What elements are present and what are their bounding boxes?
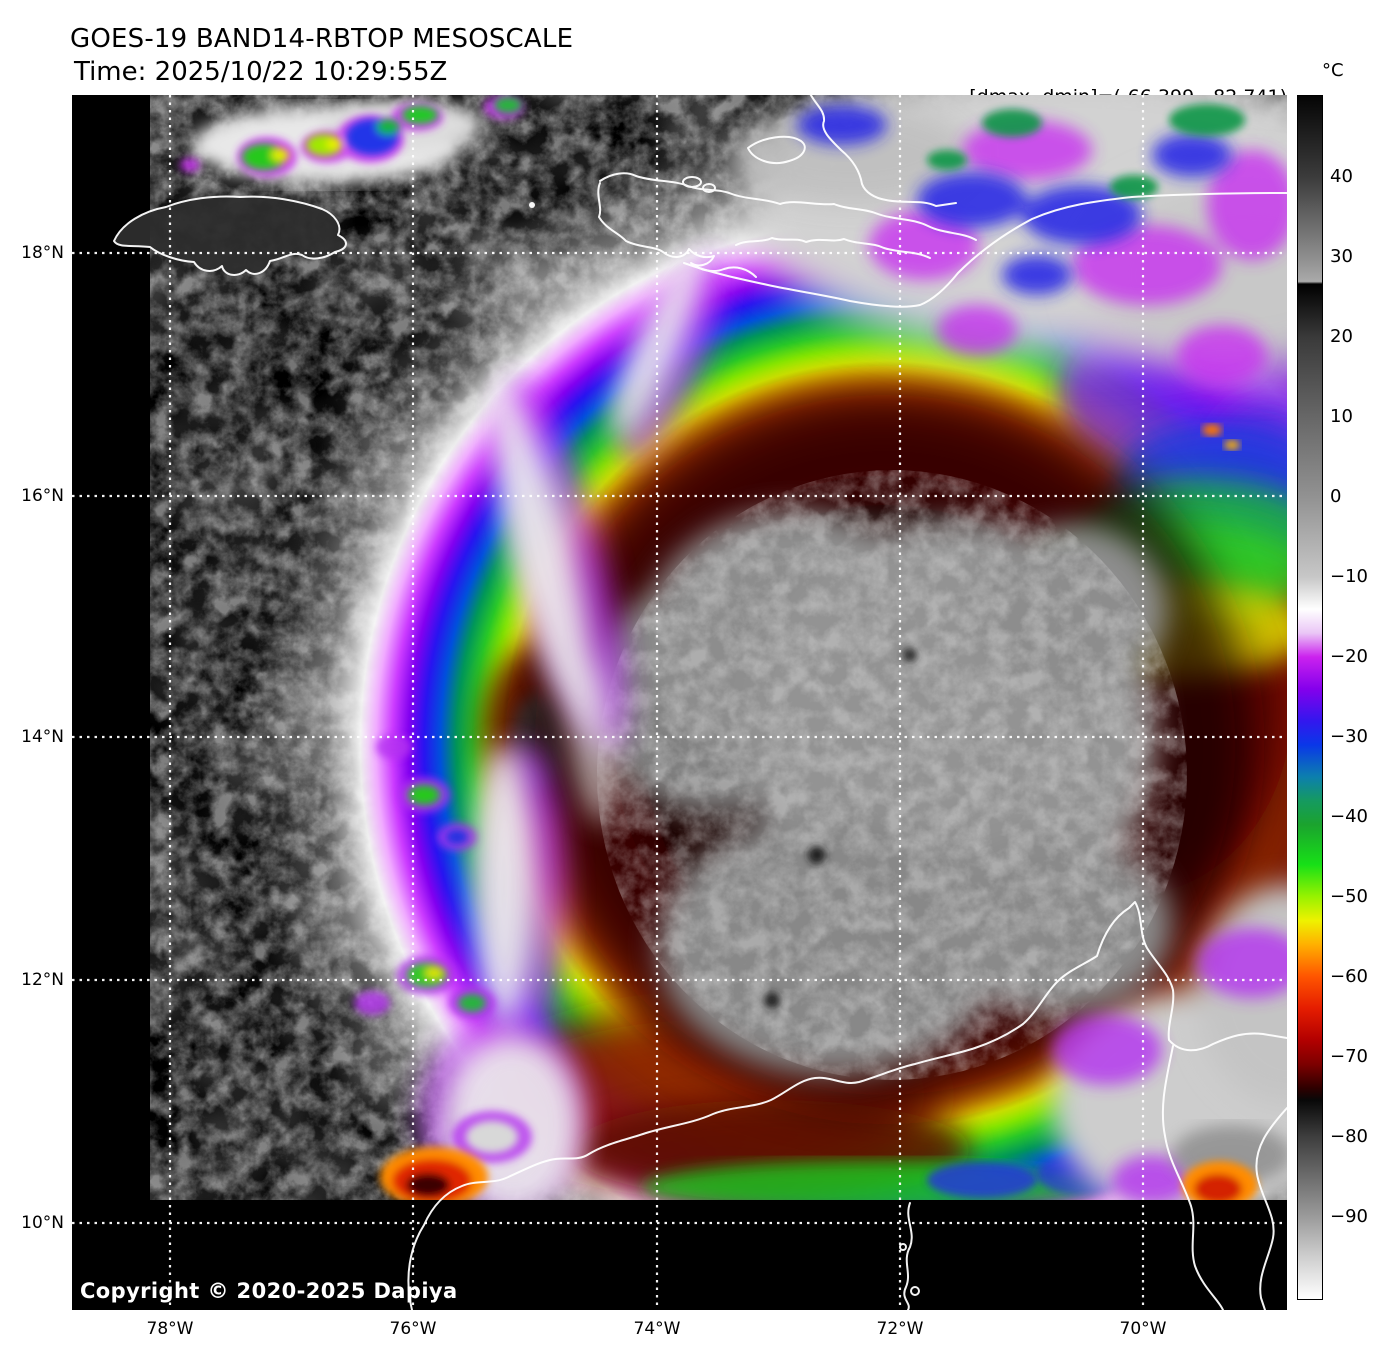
cloud-mass-northeast [732, 95, 1287, 385]
coastline-maracaibo-east [1255, 1107, 1287, 1310]
overcast-dark-spots [764, 648, 917, 1008]
small-cloud-dot [529, 202, 535, 208]
coastline-gulf-venezuela [903, 1202, 913, 1310]
copyright-notice: Copyright © 2020-2025 Dapiya [80, 1279, 458, 1303]
coastline-hispaniola-south [683, 192, 1287, 308]
lat-label-10n: 10°N [21, 1213, 64, 1233]
lon-label-78w: 78°W [146, 1319, 194, 1339]
lon-label-70w: 70°W [1119, 1319, 1167, 1339]
coastline-hispaniola-north [599, 172, 977, 241]
colorbar-tick-label: 30 [1330, 246, 1353, 267]
colorbar-tick-label: 20 [1330, 326, 1353, 347]
colorbar-unit-label: °C [1322, 60, 1344, 81]
colorbar-tick-label: −90 [1330, 1206, 1368, 1227]
coastline-jamaica [113, 195, 347, 276]
colorbar-tick-label: −50 [1330, 886, 1368, 907]
coastline-tiburon [735, 237, 931, 259]
colorbar-tick-label: 10 [1330, 406, 1353, 427]
lat-label-18n: 18°N [21, 243, 64, 263]
coastline-south-america [407, 901, 1287, 1310]
colorbar-tick-label: −20 [1330, 646, 1368, 667]
lat-label-14n: 14°N [21, 727, 64, 747]
colorbar-tick-label: −70 [1330, 1046, 1368, 1067]
plot-timestamp: Time: 2025/10/22 10:29:55Z [74, 57, 448, 87]
colorbar-tick-label: −60 [1330, 966, 1368, 987]
colorbar-tick-label: −10 [1330, 566, 1368, 587]
coastline-cuba [809, 95, 957, 207]
coastline-tortuga [747, 135, 806, 165]
coastline-hispaniola-west [597, 182, 757, 278]
lon-label-72w: 72°W [876, 1319, 924, 1339]
colorbar-tick-label: −30 [1330, 726, 1368, 747]
coastline-maracaibo-west [1161, 1045, 1224, 1310]
coastline-islet-south2 [899, 1243, 907, 1251]
colorbar-tick-label: −80 [1330, 1126, 1368, 1147]
coastline-islet-south [910, 1286, 920, 1296]
convective-cells-northwest [180, 95, 524, 183]
coastline-islet [702, 183, 716, 193]
graticule [72, 95, 1287, 1310]
colorbar-tick-label: −40 [1330, 806, 1368, 827]
lon-label-74w: 74°W [633, 1319, 681, 1339]
lon-label-76w: 76°W [389, 1319, 437, 1339]
satellite-image [72, 95, 1287, 1310]
lat-label-16n: 16°N [21, 486, 64, 506]
coastlines [113, 95, 1287, 1310]
data-edge-mask [72, 95, 1287, 1310]
coastline-gonave [682, 176, 702, 188]
satellite-map: Copyright © 2020-2025 Dapiya [72, 95, 1287, 1310]
plot-title: GOES-19 BAND14-RBTOP MESOSCALE [70, 24, 574, 54]
colorbar-tick-label: 40 [1330, 166, 1353, 187]
overcast-texture [597, 470, 1187, 1080]
lat-label-12n: 12°N [21, 970, 64, 990]
convective-cells-bottom-edge [380, 1147, 1258, 1209]
colorbar-tick-label: 0 [1330, 486, 1342, 507]
temperature-colorbar [1297, 95, 1323, 1300]
